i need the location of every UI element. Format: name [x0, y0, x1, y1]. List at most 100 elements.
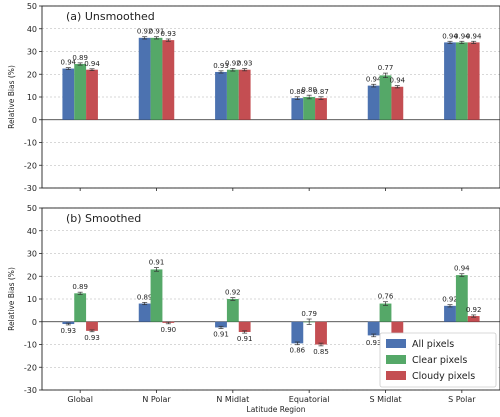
bar [291, 321, 304, 344]
data-label: 0.94 [61, 59, 77, 67]
data-label: 0.92 [225, 59, 241, 67]
panel-a: -30-20-10010203040500.940.920.930.880.94… [24, 2, 500, 193]
data-label: 0.92 [137, 28, 153, 36]
data-label: 0.91 [149, 259, 165, 267]
bar [379, 75, 392, 120]
y-tick-label: 50 [27, 2, 37, 11]
x-tick-label: N Midlat [216, 395, 249, 404]
legend-swatch [386, 339, 406, 348]
bar [138, 37, 151, 120]
data-label: 0.85 [313, 348, 329, 356]
bar [215, 321, 227, 328]
bar [86, 321, 98, 331]
legend-label: Clear pixels [412, 355, 467, 366]
bar [315, 321, 327, 345]
plot-frame [41, 207, 500, 391]
bar [455, 275, 468, 322]
data-label: 0.93 [161, 30, 177, 38]
bar [226, 299, 239, 322]
data-label: 0.77 [378, 64, 394, 72]
bar [215, 71, 227, 120]
data-label: 0.94 [466, 32, 482, 40]
data-label: 0.89 [72, 54, 88, 62]
y-tick-label: 40 [27, 25, 37, 34]
x-tick-label: Global [67, 395, 93, 404]
panel-b: -30 -20 -10 0 10 20 30 40 50 Global N Polar N Midla… [24, 204, 500, 404]
y-tick-label: -10 [24, 341, 37, 350]
data-label: 0.94 [84, 60, 100, 68]
x-tick-label: S Midlat [369, 395, 401, 404]
bar [303, 97, 316, 120]
panel-a-title: (a) Unsmoothed [66, 10, 155, 23]
data-label: 0.94 [442, 32, 458, 40]
bar [391, 86, 404, 120]
plot-frame [41, 5, 500, 189]
data-label: 0.94 [454, 32, 470, 40]
y-tick-label: 20 [27, 272, 37, 281]
data-label: 0.94 [454, 265, 470, 273]
bar [467, 42, 480, 120]
data-label: 0.91 [237, 335, 253, 343]
data-label: 0.91 [213, 331, 229, 339]
data-label: 0.88 [290, 88, 306, 96]
data-label: 0.93 [366, 339, 382, 347]
panel-b-ylabel: Relative Bias (%) [7, 267, 16, 331]
bar [150, 269, 163, 322]
bar [444, 42, 456, 120]
data-label: 0.92 [225, 289, 241, 297]
data-label: 0.90 [161, 326, 177, 334]
bar [226, 69, 239, 120]
data-label: 0.92 [466, 306, 482, 314]
data-label: 0.86 [290, 347, 306, 355]
legend-box [379, 332, 497, 388]
bar [74, 64, 87, 120]
y-tick-label: 0 [32, 116, 37, 125]
data-label: 0.94 [390, 77, 406, 85]
data-label: 0.80 [301, 86, 317, 94]
bar [74, 293, 87, 322]
data-label: 0.93 [237, 60, 253, 68]
legend-swatch [386, 355, 406, 364]
bar [467, 316, 480, 322]
data-label: 0.91 [149, 28, 165, 36]
data-label: 0.93 [61, 327, 77, 335]
y-tick-label: -20 [24, 363, 37, 372]
panel-b-title: (b) Smoothed [66, 212, 141, 225]
bar [391, 321, 404, 338]
x-tick-label: S Polar [448, 395, 476, 404]
bar [379, 303, 392, 322]
data-label: 0.93 [84, 334, 100, 342]
y-tick-label: 30 [27, 250, 37, 259]
bar [86, 69, 98, 120]
legend-label: Cloudy pixels [412, 371, 475, 382]
bar [150, 37, 163, 120]
legend: All pixels Clear pixels Cloudy pixels [379, 332, 497, 388]
bar [162, 40, 175, 120]
y-tick-label: -30 [24, 184, 37, 193]
data-label: 0.87 [313, 88, 329, 96]
data-label: 0.92 [442, 296, 458, 304]
bar [367, 321, 380, 336]
y-tick-label: 20 [27, 70, 37, 79]
y-tick-label: 0 [32, 318, 37, 327]
y-tick-label: 10 [27, 93, 37, 102]
bar [238, 69, 251, 120]
bar [367, 85, 380, 120]
bar [238, 321, 251, 332]
legend-swatch [386, 371, 406, 380]
data-label: 0.79 [301, 310, 317, 318]
data-label: 0.89 [137, 293, 153, 301]
panel-a-ylabel: Relative Bias (%) [7, 65, 16, 129]
x-tick-label: N Polar [142, 395, 171, 404]
y-tick-label: -10 [24, 139, 37, 148]
data-label: 0.93 [213, 62, 229, 70]
data-label: 0.94 [366, 75, 382, 83]
x-axis-label: Latitude Region [247, 405, 306, 414]
bar [138, 303, 151, 322]
y-tick-label: -20 [24, 161, 37, 170]
y-tick-label: 40 [27, 227, 37, 236]
data-label: 0.76 [378, 293, 394, 301]
bar [62, 68, 75, 120]
bar [291, 98, 304, 120]
bar [455, 42, 468, 120]
